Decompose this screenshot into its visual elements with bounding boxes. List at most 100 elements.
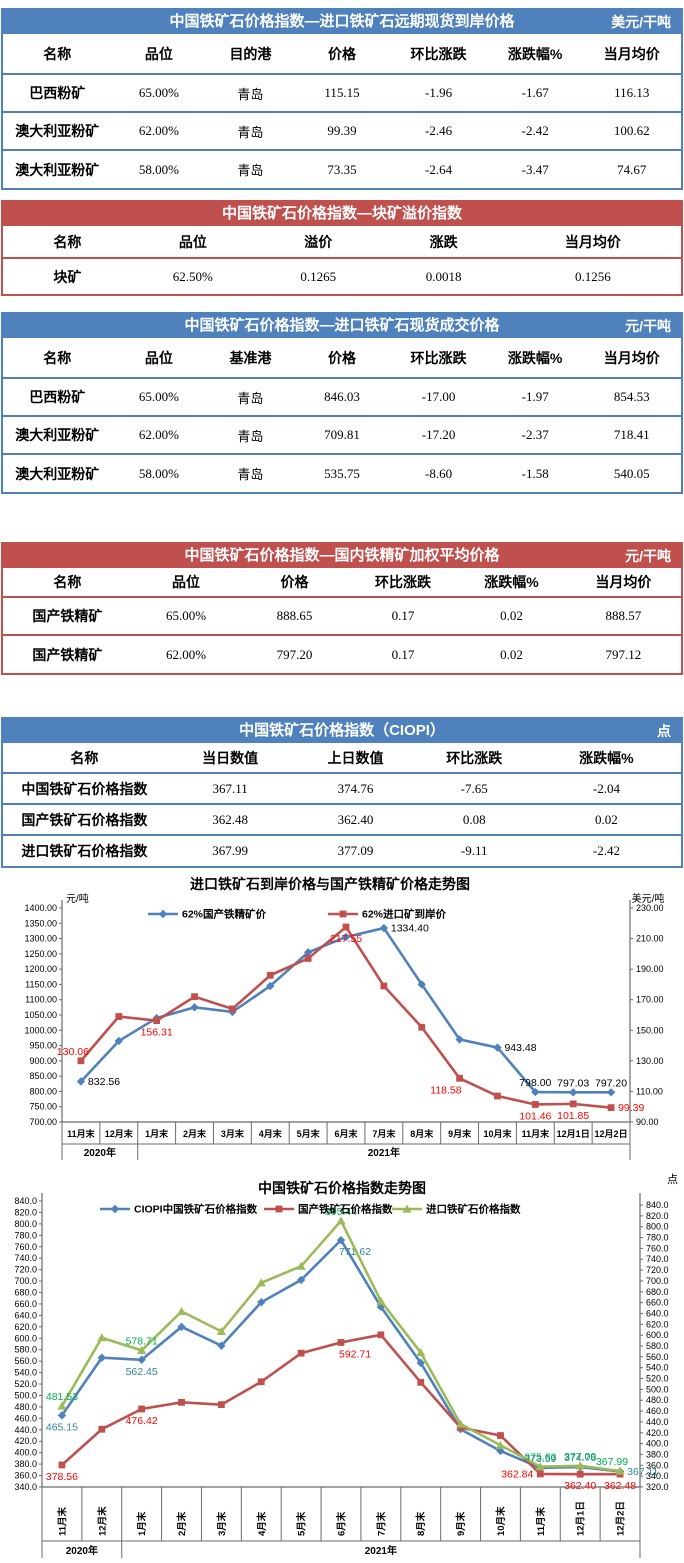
left-tick-label: 600.0: [14, 1333, 37, 1343]
triangle-marker: [402, 1204, 412, 1213]
square-marker: [494, 1092, 501, 1100]
value-cell: -1.96: [389, 73, 488, 112]
row-name-cell: 国产铁精矿: [3, 634, 132, 673]
data-table: 名称 品位 溢价 涨跌 当月均价 块矿 62.50% 0.1265 0.0018 0.1256: [3, 226, 681, 294]
x-axis-month-label: 3月末: [221, 1128, 245, 1139]
right-tick-label: 800.0: [646, 1222, 669, 1232]
left-tick-label: 700.00: [29, 1117, 57, 1127]
diamond-marker: [114, 1036, 123, 1046]
right-tick-label: 130.00: [636, 1056, 664, 1066]
value-cell: -8.60: [389, 453, 488, 492]
left-tick-label: 780.0: [14, 1230, 37, 1240]
value-cell: 0.02: [531, 803, 681, 835]
x-axis-month-label: 10月末: [495, 1506, 507, 1536]
square-marker: [536, 1470, 544, 1478]
x-axis-month-label: 6月末: [336, 1511, 348, 1536]
data-point-label: 797.03: [557, 1077, 589, 1089]
value-cell: 0.08: [416, 803, 532, 835]
x-axis-month-label: 12月末: [105, 1128, 134, 1139]
value-cell: 367.99: [165, 834, 295, 866]
x-axis-month-label: 11月末: [67, 1128, 96, 1139]
legend-label: 国产铁矿石价格指数: [298, 1203, 393, 1216]
row-name-cell: 巴西粉矿: [3, 73, 112, 112]
right-tick-label: 90.00: [636, 1117, 659, 1127]
square-marker: [377, 1331, 385, 1339]
table-header-row: 名称 品位 目的港 价格 环比涨跌 涨跌幅% 当月均价: [3, 34, 681, 74]
right-tick-label: 660.0: [646, 1298, 669, 1308]
right-tick-label: 560.0: [646, 1352, 669, 1362]
data-point-label: 592.71: [339, 1348, 371, 1360]
right-tick-label: 360.0: [646, 1460, 669, 1470]
data-table: 名称 品位 基准港 价格 环比涨跌 涨跌幅% 当月均价 巴西粉矿 65.00% 青岛 846.03-…: [3, 338, 681, 492]
value-cell: -2.37: [487, 415, 583, 454]
triangle-marker: [216, 1327, 226, 1336]
column-header: 溢价: [304, 233, 333, 250]
value-cell: 374.76: [294, 772, 417, 804]
value-cell: 377.09: [294, 834, 417, 866]
row-name-cell: 澳大利亚粉矿: [3, 149, 112, 188]
data-point-label: 367.99: [596, 1456, 628, 1468]
chart-title: 中国铁矿石价格指数走势图: [258, 1180, 426, 1196]
data-point-label: 374.76: [564, 1452, 596, 1464]
square-marker: [229, 1005, 236, 1013]
triangle-marker: [296, 1261, 306, 1270]
legend-label: 进口铁矿石价格指数: [426, 1203, 521, 1216]
data-table: 名称 当日数值 上日数值 环比涨跌 涨跌幅% 中国铁矿石价格指数 367.11 374.76-…: [3, 743, 681, 866]
x-axis-month-label: 5月末: [296, 1511, 308, 1536]
data-point-label: 797.20: [595, 1077, 627, 1089]
square-marker: [497, 1432, 504, 1439]
value-cell: 0.02: [457, 634, 566, 673]
data-point-label: 476.42: [126, 1415, 158, 1427]
value-cell: 854.53: [582, 377, 681, 416]
diamond-marker: [158, 909, 168, 919]
lump-premium-table: 中国铁矿石价格指数—块矿溢价指数 名称 品位 溢价 涨跌 当月均价 块矿 62.50% 0.12…: [1, 200, 683, 296]
spot-price-table: 中国铁矿石价格指数—进口铁矿石现货成交价格 元/干吨 名称 品位 基准港 价格 环比涨跌 涨跌…: [1, 312, 683, 494]
square-marker: [456, 1074, 463, 1082]
column-header: 价格: [280, 574, 309, 590]
table-row: 国产铁矿石价格指数 362.48 362.40 0.08 0.02: [3, 803, 681, 835]
value-cell: -2.42: [531, 834, 681, 866]
left-tick-label: 420.0: [14, 1436, 37, 1446]
right-tick-label: 700.0: [646, 1276, 669, 1286]
table-row: 澳大利亚粉矿 62.00% 青岛 709.81 -17.20 -2.37 718.41: [3, 415, 681, 454]
data-point-label: 362.48: [604, 1480, 636, 1492]
data-table: 名称 品位 目的港 价格 环比涨跌 涨跌幅% 当月均价 巴西粉矿 65.00% 青岛 115.15-…: [3, 34, 681, 188]
table-row: 澳大利亚粉矿 58.00% 青岛 535.75 -8.60 -1.58 540.05: [3, 453, 681, 492]
left-tick-label: 840.0: [14, 1196, 37, 1206]
value-cell: 74.67: [582, 149, 681, 188]
triangle-marker: [97, 1333, 107, 1342]
column-header: 名称: [53, 574, 82, 590]
data-point-label: 367.11: [627, 1466, 658, 1478]
value-cell: 73.35: [294, 149, 390, 188]
square-marker: [153, 1017, 161, 1025]
value-cell: 362.40: [294, 803, 417, 835]
triangle-marker: [137, 1346, 147, 1355]
data-point-label: 562.45: [126, 1366, 158, 1378]
column-header: 目的港: [229, 45, 272, 62]
triangle-marker: [495, 1440, 506, 1449]
value-cell: -1.67: [487, 73, 583, 112]
value-cell: 65.00%: [111, 377, 207, 416]
table-row: 进口铁矿石价格指数 367.99 377.09 -9.11 -2.42: [3, 834, 681, 866]
value-cell: 65.00%: [131, 596, 241, 635]
column-header: 价格: [327, 349, 356, 366]
x-axis-month-label: 7月末: [375, 1511, 387, 1536]
value-cell: 540.05: [582, 453, 681, 492]
value-cell: 362.48: [165, 803, 295, 835]
table-unit: 元/干吨: [625, 318, 671, 334]
right-tick-label: 230.00: [636, 903, 664, 913]
data-point-label: 217.55: [330, 933, 362, 945]
value-cell: 99.39: [294, 111, 390, 150]
x-axis-month-label: 3月末: [216, 1511, 228, 1536]
table-row: 巴西粉矿 65.00% 青岛 846.03 -17.00 -1.97 854.53: [3, 377, 681, 416]
square-marker: [98, 1425, 106, 1433]
triangle-marker: [416, 1348, 426, 1357]
table-header-row: 名称 品位 基准港 价格 环比涨跌 涨跌幅% 当月均价: [3, 338, 681, 378]
right-tick-label: 190.00: [636, 964, 664, 974]
left-tick-label: 950.00: [29, 1041, 57, 1051]
x-axis-year-label: 2020年: [66, 1544, 98, 1557]
square-marker: [218, 1401, 225, 1409]
right-tick-label: 680.0: [646, 1287, 669, 1297]
value-cell: 0.17: [348, 596, 458, 635]
square-marker: [418, 1023, 426, 1031]
